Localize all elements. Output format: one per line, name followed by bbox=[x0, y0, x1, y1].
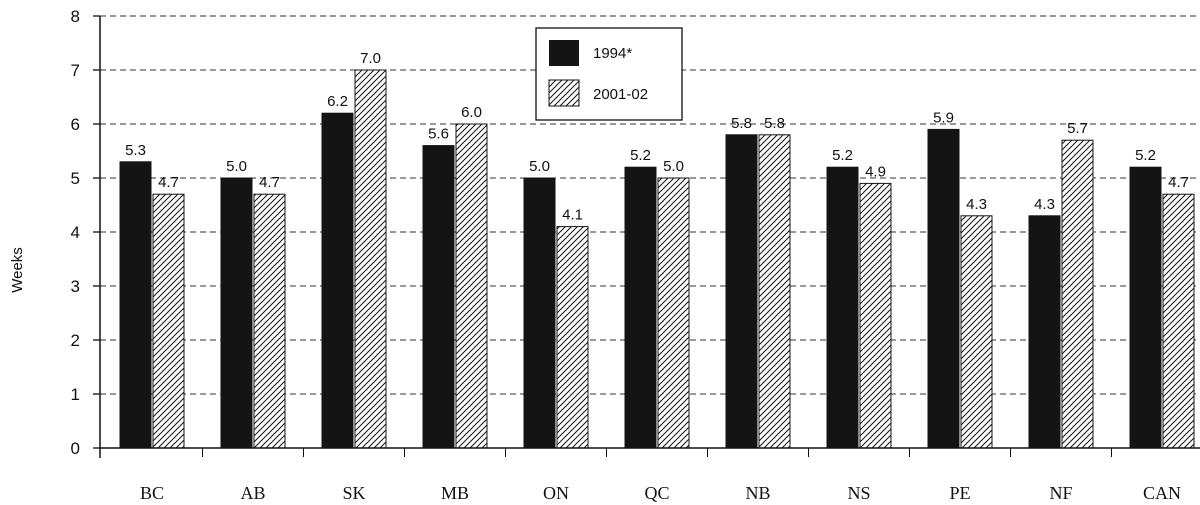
x-tick-label-ab: AB bbox=[240, 483, 265, 503]
data-label-qc-series-2: 5.0 bbox=[663, 158, 684, 175]
x-tick-label-bc: BC bbox=[140, 483, 164, 503]
data-labels: 5.3 4.7 5.0 4.7 6.2 7.0 5.6 6.0 5.0 4.1 5.2 5.0 5.8 5… bbox=[125, 50, 1189, 224]
bar-nf-series-2 bbox=[1061, 139, 1094, 449]
x-tick-label-sk: SK bbox=[342, 483, 365, 503]
bar-on-series-1 bbox=[523, 177, 556, 449]
bar-bc-series-2 bbox=[152, 193, 185, 449]
data-label-nb-series-2: 5.8 bbox=[764, 115, 785, 132]
y-tick-label-7: 7 bbox=[71, 61, 80, 80]
bar-can-series-2 bbox=[1162, 193, 1195, 449]
bar-qc-series-2 bbox=[657, 177, 690, 449]
axes: 0 1 2 3 4 5 6 7 8 BC AB SK MB ON QC NB NS PE NF CAN bbox=[71, 7, 1200, 503]
bar-ns-series-2 bbox=[859, 182, 892, 449]
bar-bc-series-1 bbox=[119, 161, 152, 449]
data-label-mb-series-1: 5.6 bbox=[428, 126, 449, 143]
bar-nb-series-1 bbox=[725, 134, 758, 449]
x-tick-label-can: CAN bbox=[1143, 483, 1181, 503]
data-label-pe-series-2: 4.3 bbox=[966, 196, 987, 213]
bar-nb-series-2 bbox=[758, 134, 791, 449]
x-tick-label-mb: MB bbox=[441, 483, 469, 503]
bar-ab-series-1 bbox=[220, 177, 253, 449]
data-label-bc-series-1: 5.3 bbox=[125, 142, 146, 159]
bar-mb-series-2 bbox=[455, 123, 488, 449]
bar-on-series-2 bbox=[556, 226, 589, 449]
bar-mb-series-1 bbox=[422, 145, 455, 449]
data-label-ab-series-1: 5.0 bbox=[226, 158, 247, 175]
bar-sk-series-2 bbox=[354, 69, 387, 449]
legend-swatch-hatched bbox=[548, 79, 580, 107]
data-label-ns-series-2: 4.9 bbox=[865, 163, 886, 180]
data-label-sk-series-1: 6.2 bbox=[327, 93, 348, 110]
x-tick-label-pe: PE bbox=[949, 483, 970, 503]
bar-ab-series-2 bbox=[253, 193, 286, 449]
legend: 1994* 2001-02 bbox=[535, 27, 683, 121]
x-tick-label-nb: NB bbox=[745, 483, 770, 503]
data-label-sk-series-2: 7.0 bbox=[360, 50, 381, 67]
y-axis-label: Weeks bbox=[9, 247, 26, 293]
legend-label-series-2: 2001-02 bbox=[593, 86, 648, 103]
bar-pe-series-1 bbox=[927, 128, 960, 449]
bar-can-series-1 bbox=[1129, 166, 1162, 449]
data-label-on-series-1: 5.0 bbox=[529, 158, 550, 175]
x-tick-label-nf: NF bbox=[1049, 483, 1072, 503]
data-label-nf-series-2: 5.7 bbox=[1067, 120, 1088, 137]
x-tick-label-ns: NS bbox=[847, 483, 870, 503]
bar-ns-series-1 bbox=[826, 166, 859, 449]
y-tick-label-4: 4 bbox=[71, 223, 80, 242]
data-label-qc-series-1: 5.2 bbox=[630, 147, 651, 164]
y-tick-label-3: 3 bbox=[71, 277, 80, 296]
bars bbox=[119, 69, 1195, 449]
data-label-on-series-2: 4.1 bbox=[562, 207, 583, 224]
legend-swatch-solid bbox=[549, 40, 579, 66]
bar-pe-series-2 bbox=[960, 215, 993, 449]
y-tick-label-6: 6 bbox=[71, 115, 80, 134]
bar-sk-series-1 bbox=[321, 112, 354, 449]
y-tick-label-1: 1 bbox=[71, 385, 80, 404]
data-label-ab-series-2: 4.7 bbox=[259, 174, 280, 191]
bar-nf-series-1 bbox=[1028, 215, 1061, 449]
bar-qc-series-1 bbox=[624, 166, 657, 449]
legend-label-series-1: 1994* bbox=[593, 45, 632, 62]
y-tick-label-2: 2 bbox=[71, 331, 80, 350]
data-label-pe-series-1: 5.9 bbox=[933, 109, 954, 126]
data-label-mb-series-2: 6.0 bbox=[461, 104, 482, 121]
x-tick-label-on: ON bbox=[543, 483, 569, 503]
data-label-nf-series-1: 4.3 bbox=[1034, 196, 1055, 213]
y-tick-label-8: 8 bbox=[71, 7, 80, 26]
y-tick-label-0: 0 bbox=[71, 439, 80, 458]
x-tick-label-qc: QC bbox=[644, 483, 669, 503]
data-label-ns-series-1: 5.2 bbox=[832, 147, 853, 164]
data-label-can-series-2: 4.7 bbox=[1168, 174, 1189, 191]
data-label-bc-series-2: 4.7 bbox=[158, 174, 179, 191]
data-label-can-series-1: 5.2 bbox=[1135, 147, 1156, 164]
data-label-nb-series-1: 5.8 bbox=[731, 115, 752, 132]
y-tick-label-5: 5 bbox=[71, 169, 80, 188]
